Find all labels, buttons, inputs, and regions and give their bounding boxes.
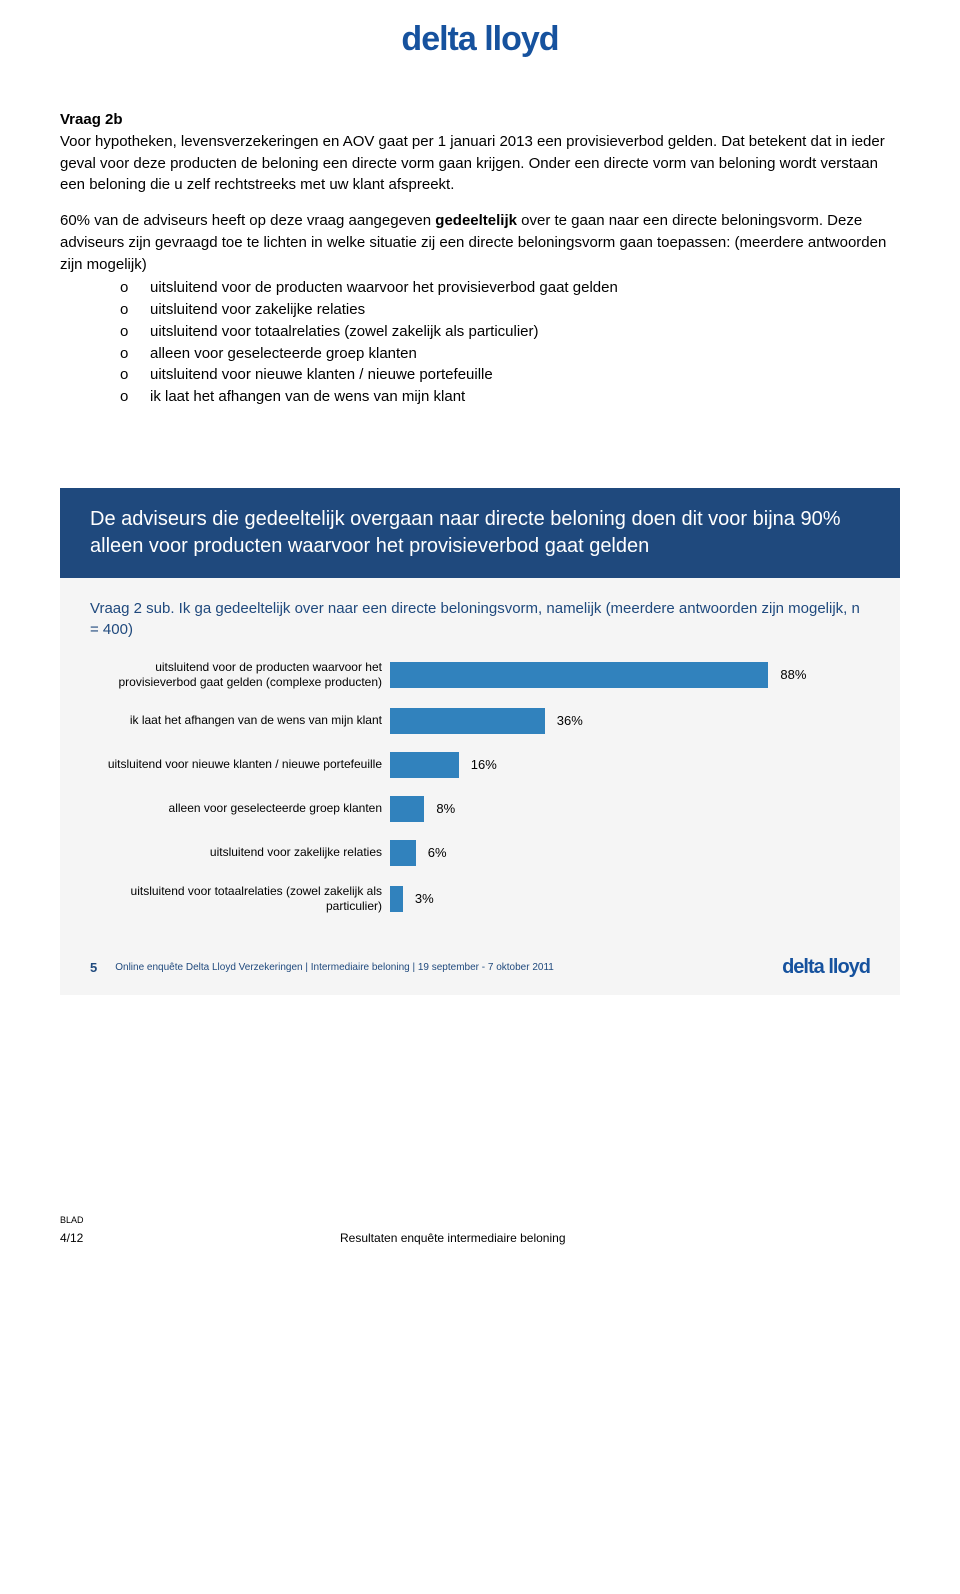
bar-track: 6% [390,840,870,866]
brand-name: delta lloyd [401,20,558,58]
bar-fill [390,752,459,778]
bar-row: ik laat het afhangen van de wens van mij… [90,708,870,734]
bar-row: uitsluitend voor de producten waarvoor h… [90,660,870,690]
chart-title: Vraag 2 sub. Ik ga gedeeltelijk over naa… [90,598,870,640]
slide-header: De adviseurs die gedeeltelijk overgaan n… [60,488,900,578]
option-item: uitsluitend voor zakelijke relaties [120,299,900,321]
bar-track: 3% [390,886,870,912]
brand-name-small: delta lloyd [782,956,870,978]
bar-value: 3% [415,891,434,906]
bar-label: uitsluitend voor zakelijke relaties [90,845,390,860]
bar-value: 6% [428,845,447,860]
bar-fill [390,840,416,866]
brand-logo-small: delta lloyd [782,956,870,979]
para2-pre: 60% van de adviseurs heeft op deze vraag… [60,212,435,229]
slide-panel: De adviseurs die gedeeltelijk overgaan n… [60,488,900,995]
bar-row: uitsluitend voor totaalrelaties (zowel z… [90,884,870,914]
bar-fill [390,662,768,688]
bar-fill [390,708,545,734]
bar-label: ik laat het afhangen van de wens van mij… [90,713,390,728]
option-item: alleen voor geselecteerde groep klanten [120,343,900,365]
option-item: uitsluitend voor nieuwe klanten / nieuwe… [120,364,900,386]
bar-row: alleen voor geselecteerde groep klanten 8… [90,796,870,822]
bar-label: uitsluitend voor nieuwe klanten / nieuwe… [90,757,390,772]
question-para2: 60% van de adviseurs heeft op deze vraag… [60,210,900,275]
bar-fill [390,796,424,822]
bar-value: 88% [780,667,806,682]
slide-meta: Online enquête Delta Lloyd Verzekeringen… [115,962,554,973]
bar-track: 16% [390,752,870,778]
question-title: Vraag 2b [60,109,900,131]
bar-value: 16% [471,757,497,772]
bar-label: uitsluitend voor totaalrelaties (zowel z… [90,884,390,914]
chart-area: Vraag 2 sub. Ik ga gedeeltelijk over naa… [60,578,900,942]
page-footer: BLAD 4/12 Resultaten enquête intermediai… [0,1215,960,1265]
option-item: uitsluitend voor totaalrelaties (zowel z… [120,321,900,343]
bar-chart: uitsluitend voor de producten waarvoor h… [90,660,870,914]
slide-page-number: 5 [90,960,97,975]
question-block: Vraag 2b Voor hypotheken, levensverzeker… [60,109,900,408]
bar-track: 36% [390,708,870,734]
bar-row: uitsluitend voor nieuwe klanten / nieuwe… [90,752,870,778]
bar-label: uitsluitend voor de producten waarvoor h… [90,660,390,690]
option-item: uitsluitend voor de producten waarvoor h… [120,277,900,299]
options-list: uitsluitend voor de producten waarvoor h… [60,277,900,408]
footer-doc: Resultaten enquête intermediaire belonin… [340,1231,566,1245]
brand-logo-top: delta lloyd [60,20,900,59]
question-para1: Voor hypotheken, levensverzekeringen en … [60,131,900,196]
footer-page: 4/12 [60,1231,340,1245]
bar-value: 8% [436,801,455,816]
bar-value: 36% [557,713,583,728]
bar-row: uitsluitend voor zakelijke relaties 6% [90,840,870,866]
slide-footer: 5 Online enquête Delta Lloyd Verzekering… [60,942,900,985]
footer-label: BLAD [60,1215,900,1225]
para2-bold: gedeeltelijk [435,212,517,229]
bar-track: 8% [390,796,870,822]
bar-fill [390,886,403,912]
bar-label: alleen voor geselecteerde groep klanten [90,801,390,816]
option-item: ik laat het afhangen van de wens van mij… [120,386,900,408]
bar-track: 88% [390,662,870,688]
